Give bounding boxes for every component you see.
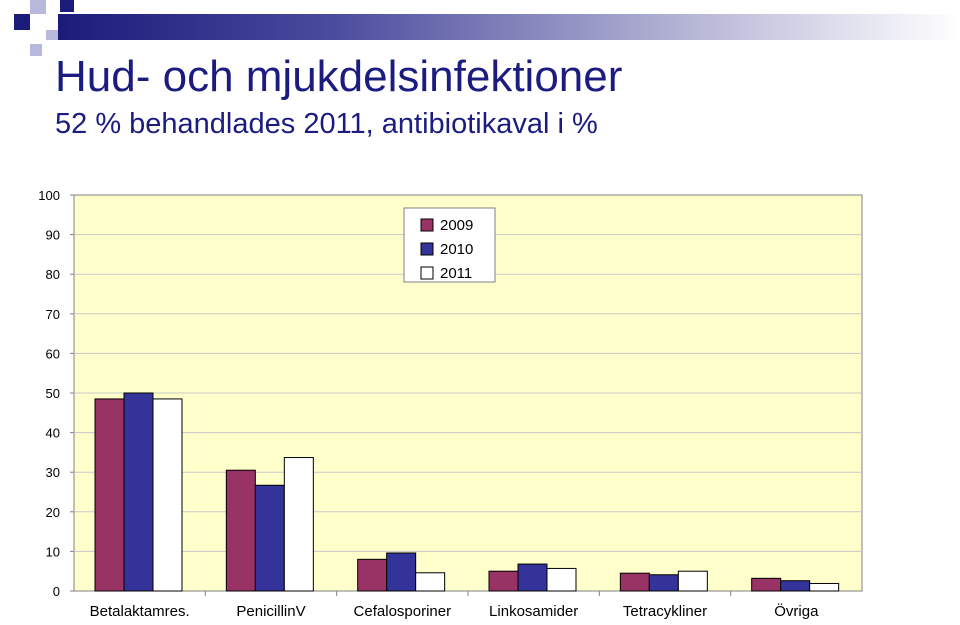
bar [809, 582, 840, 592]
slide-title: Hud- och mjukdelsinfektioner [55, 52, 623, 101]
y-tick-label: 20 [46, 505, 60, 520]
category-label: Tetracykliner [623, 603, 707, 620]
legend-label: 2009 [440, 217, 473, 234]
decor-square-dark-1 [14, 14, 30, 30]
y-tick-label: 60 [46, 346, 60, 361]
slide-subtitle: 52 % behandlades 2011, antibiotikaval i … [55, 108, 598, 140]
y-tick-label: 100 [38, 188, 60, 203]
decor-square-light-3 [30, 44, 42, 56]
decor-square-dark-2 [60, 0, 74, 12]
bar [648, 574, 679, 592]
bar [225, 469, 256, 592]
legend-label: 2011 [440, 265, 472, 282]
legend-swatch [420, 242, 434, 256]
y-tick-label: 70 [46, 307, 60, 322]
y-tick-label: 30 [46, 465, 60, 480]
y-tick-label: 40 [46, 426, 60, 441]
bar [357, 558, 388, 592]
category-label: Cefalosporiner [354, 603, 452, 620]
bar-chart: 0 10 20 30 40 50 60 70 80 90 100 Betalaktamres. Peni… [38, 188, 863, 620]
bar [152, 398, 183, 592]
bar [123, 392, 154, 592]
legend-swatch [420, 266, 434, 280]
bar [546, 567, 577, 592]
category-label: Övriga [774, 602, 819, 620]
legend-box [403, 207, 496, 283]
chart-legend: 2009 2010 2011 [403, 207, 496, 283]
header-gradient-bar [58, 14, 960, 40]
bar [415, 572, 446, 592]
y-tick-label: 0 [53, 584, 60, 599]
bar [386, 552, 417, 592]
y-tick-label: 10 [46, 544, 60, 559]
legend-label: 2010 [440, 241, 473, 258]
bar [283, 457, 314, 592]
legend-swatch [420, 218, 434, 232]
bar [677, 570, 708, 592]
decor-square-light-1 [30, 0, 46, 14]
category-label: PenicillinV [236, 603, 305, 620]
bar [94, 398, 125, 592]
category-label: Betalaktamres. [90, 603, 190, 620]
y-tick-label: 80 [46, 267, 60, 282]
bar [254, 484, 285, 592]
bar [751, 577, 782, 592]
bar [619, 572, 650, 592]
bar [517, 563, 548, 592]
y-tick-label: 50 [46, 386, 60, 401]
y-tick-label: 90 [46, 228, 60, 243]
category-label: Linkosamider [489, 603, 578, 620]
decor-square-light-2 [46, 30, 58, 40]
bar [488, 570, 519, 592]
bar [780, 580, 811, 592]
